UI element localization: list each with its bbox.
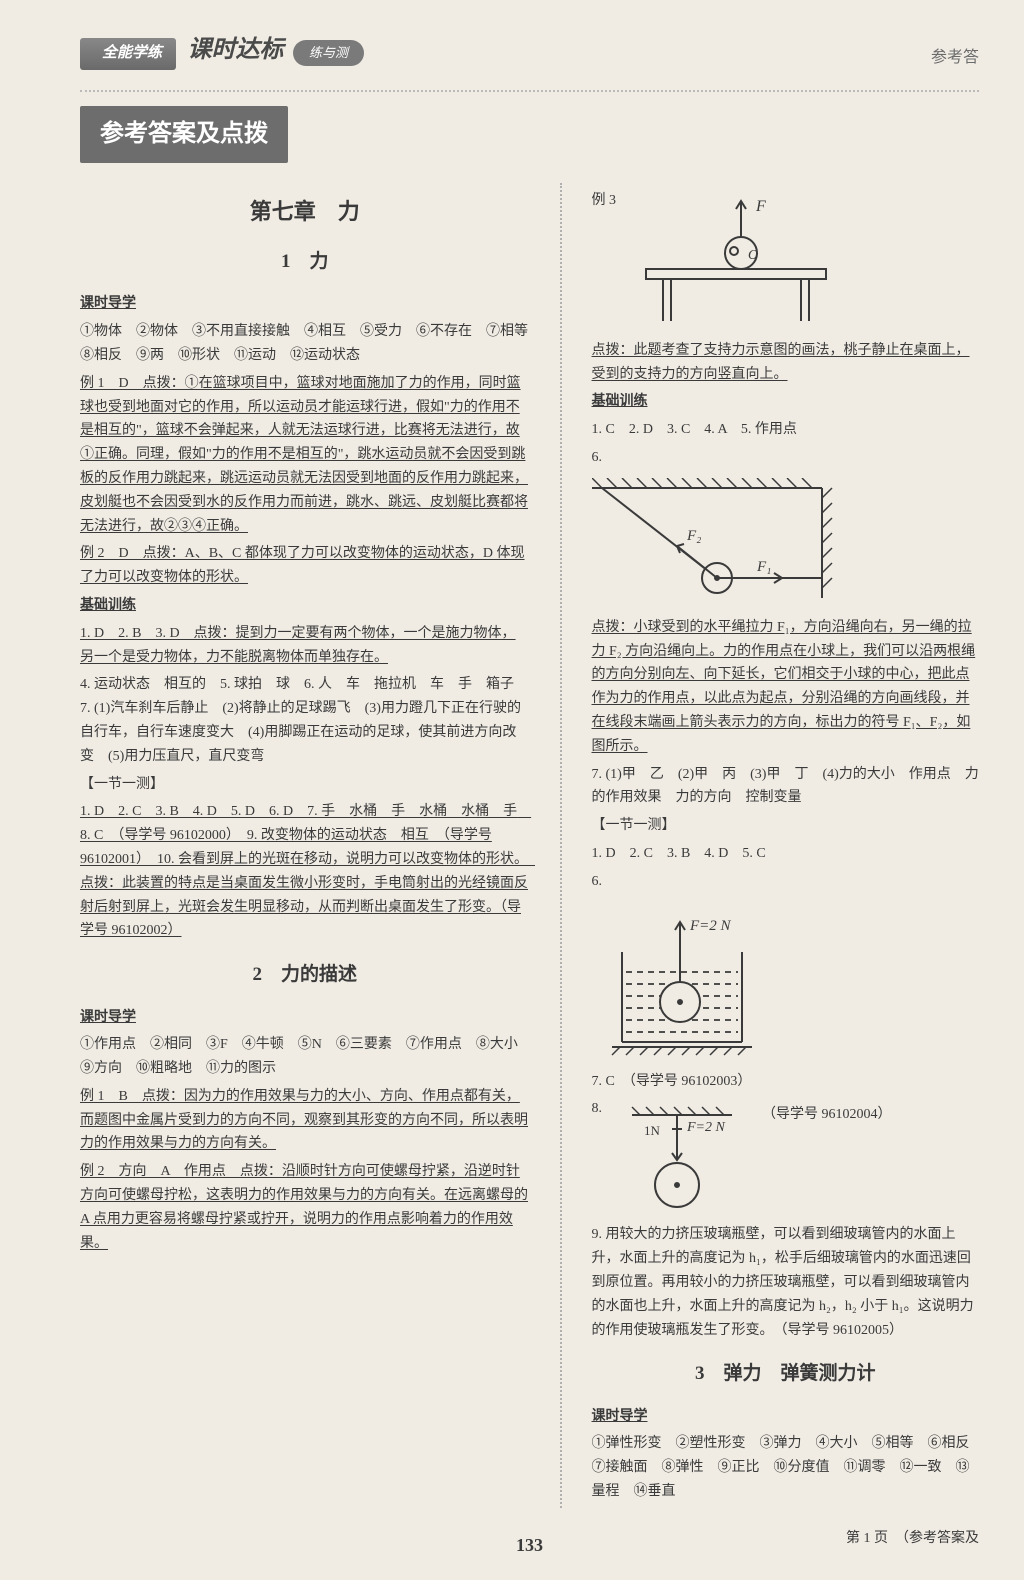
sec1-items: ①物体 ②物体 ③不用直接接触 ④相互 ⑤受力 ⑥不存在 ⑦相等 ⑧相反 ⑨两 … (80, 320, 530, 368)
left-column: 第七章 力 1 力 课时导学 ①物体 ②物体 ③不用直接接触 ④相互 ⑤受力 ⑥… (80, 183, 530, 1508)
fig2-note-a: 点拨：小球受到的水平绳拉力 F₁，方向沿绳向右，另一绳的拉力 F₂ 方向沿绳向上… (592, 616, 980, 759)
sec2-items: ①作用点 ②相同 ③F ④牛顿 ⑤N ⑥三要素 ⑦作用点 ⑧大小 ⑨方向 ⑩粗略… (80, 1033, 530, 1081)
section-1-title: 1 力 (80, 246, 530, 278)
section-3-title: 3 弹力 弹簧测力计 (592, 1358, 980, 1390)
footer-page-number: 133 (80, 1530, 979, 1561)
test-head-r: 【一节一测】 (592, 814, 980, 838)
subhead-guide-3: 课时导学 (592, 1409, 648, 1424)
sec3-items: ①弹性形变 ②塑性形变 ③弹力 ④大小 ⑤相等 ⑥相反 ⑦接触面 ⑧弹性 ⑨正比… (592, 1432, 980, 1503)
figure-hanging-ball: 1N F=2 N (612, 1105, 752, 1215)
figure-float-ball: F=2 N (592, 902, 980, 1062)
test-6-label: 6. (592, 870, 980, 894)
sec1-example1: 例 1 D 点拨：①在篮球项目中，篮球对地面施加了力的作用，同时篮球也受到地面对… (80, 372, 530, 539)
sec1-test-head: 【一节一测】 (80, 773, 530, 797)
fig4-label-F: F=2 N (686, 1120, 725, 1135)
header-title: 课时达标 (188, 30, 284, 71)
sec1-basic-head: 基础训练 (80, 598, 136, 613)
fig1-label-F: F (755, 198, 766, 215)
sec1-test-text: 1. D 2. C 3. B 4. D 5. D 6. D 7. 手 水桶 手 … (80, 804, 535, 938)
ex3-note: 点拨：此题考查了支持力示意图的画法，桃子静止在桌面上，受到的支持力的方向竖直向上… (592, 339, 980, 387)
sec1-basic-line2: 4. 运动状态 相互的 5. 球拍 球 6. 人 车 拖拉机 车 手 箱子 7.… (80, 673, 530, 768)
figure-ball-two-ropes: F₂ F₁ (592, 478, 980, 608)
fig2-note-b: 7. (1)甲 乙 (2)甲 丙 (3)甲 丁 (4)力的大小 作用点 力的作用… (592, 763, 980, 811)
footer-label: 第 1 页 （参考答案及 (846, 1527, 979, 1551)
section-2-title: 2 力的描述 (80, 959, 530, 991)
line9-r: 9. 用较大的力挤压玻璃瓶壁，可以看到细玻璃管内的水面上升，水面上升的高度记为 … (592, 1223, 980, 1342)
fig3-label-F: F=2 N (689, 918, 732, 934)
sec2-example2: 例 2 方向 A 作用点 点拨：沿顺时针方向可使螺母拧紧，沿逆时针方向可使螺母拧… (80, 1160, 530, 1255)
fig4-label-1N: 1N (644, 1123, 661, 1138)
chapter-title: 第七章 力 (80, 193, 530, 230)
header-sub-badge: 练与测 (293, 40, 364, 66)
subhead-guide-1: 课时导学 (80, 296, 136, 311)
sec1-example2: 例 2 D 点拨：A、B、C 都体现了力可以改变物体的运动状态，D 体现了力可以… (80, 542, 530, 590)
sec1-test-body: 1. D 2. C 3. B 4. D 5. D 6. D 7. 手 水桶 手 … (80, 800, 530, 943)
line8-label: 8. (592, 1097, 603, 1121)
basic-head-r: 基础训练 (592, 394, 648, 409)
line8-code: （导学号 96102004） (762, 1103, 892, 1127)
subhead-guide-2: 课时导学 (80, 1010, 136, 1025)
sec2-example1: 例 1 B 点拨：因为力的作用效果与力的大小、方向、作用点都有关，而题图中金属片… (80, 1085, 530, 1156)
dots-divider (80, 90, 979, 92)
fig2-label-F1: F₁ (756, 559, 771, 575)
content-columns: 第七章 力 1 力 课时导学 ①物体 ②物体 ③不用直接接触 ④相互 ⑤受力 ⑥… (80, 183, 979, 1508)
figure-table-support: F O (636, 191, 836, 331)
header-right-label: 参考答 (931, 44, 979, 71)
right-column: 例 3 F O (592, 183, 980, 1508)
fig1-label-O: O (748, 248, 758, 263)
column-separator (560, 183, 562, 1508)
basic-line1-r: 1. C 2. D 3. C 4. A 5. 作用点 (592, 418, 980, 442)
test-line1-r: 1. D 2. C 3. B 4. D 5. C (592, 842, 980, 866)
example3-label: 例 3 (592, 189, 617, 213)
fig2-label-F2: F₂ (686, 528, 701, 544)
page-header: 全能学练 课时达标 练与测 参考答 (80, 30, 979, 80)
sec1-basic-line1: 1. D 2. B 3. D 点拨：提到力一定要有两个物体，一个是施力物体，另一… (80, 622, 530, 670)
header-badge: 全能学练 (80, 38, 176, 70)
answers-banner: 参考答案及点拨 (80, 106, 288, 163)
basic-6-label: 6. (592, 446, 980, 470)
line7-r: 7. C （导学号 96102003） (592, 1070, 980, 1094)
